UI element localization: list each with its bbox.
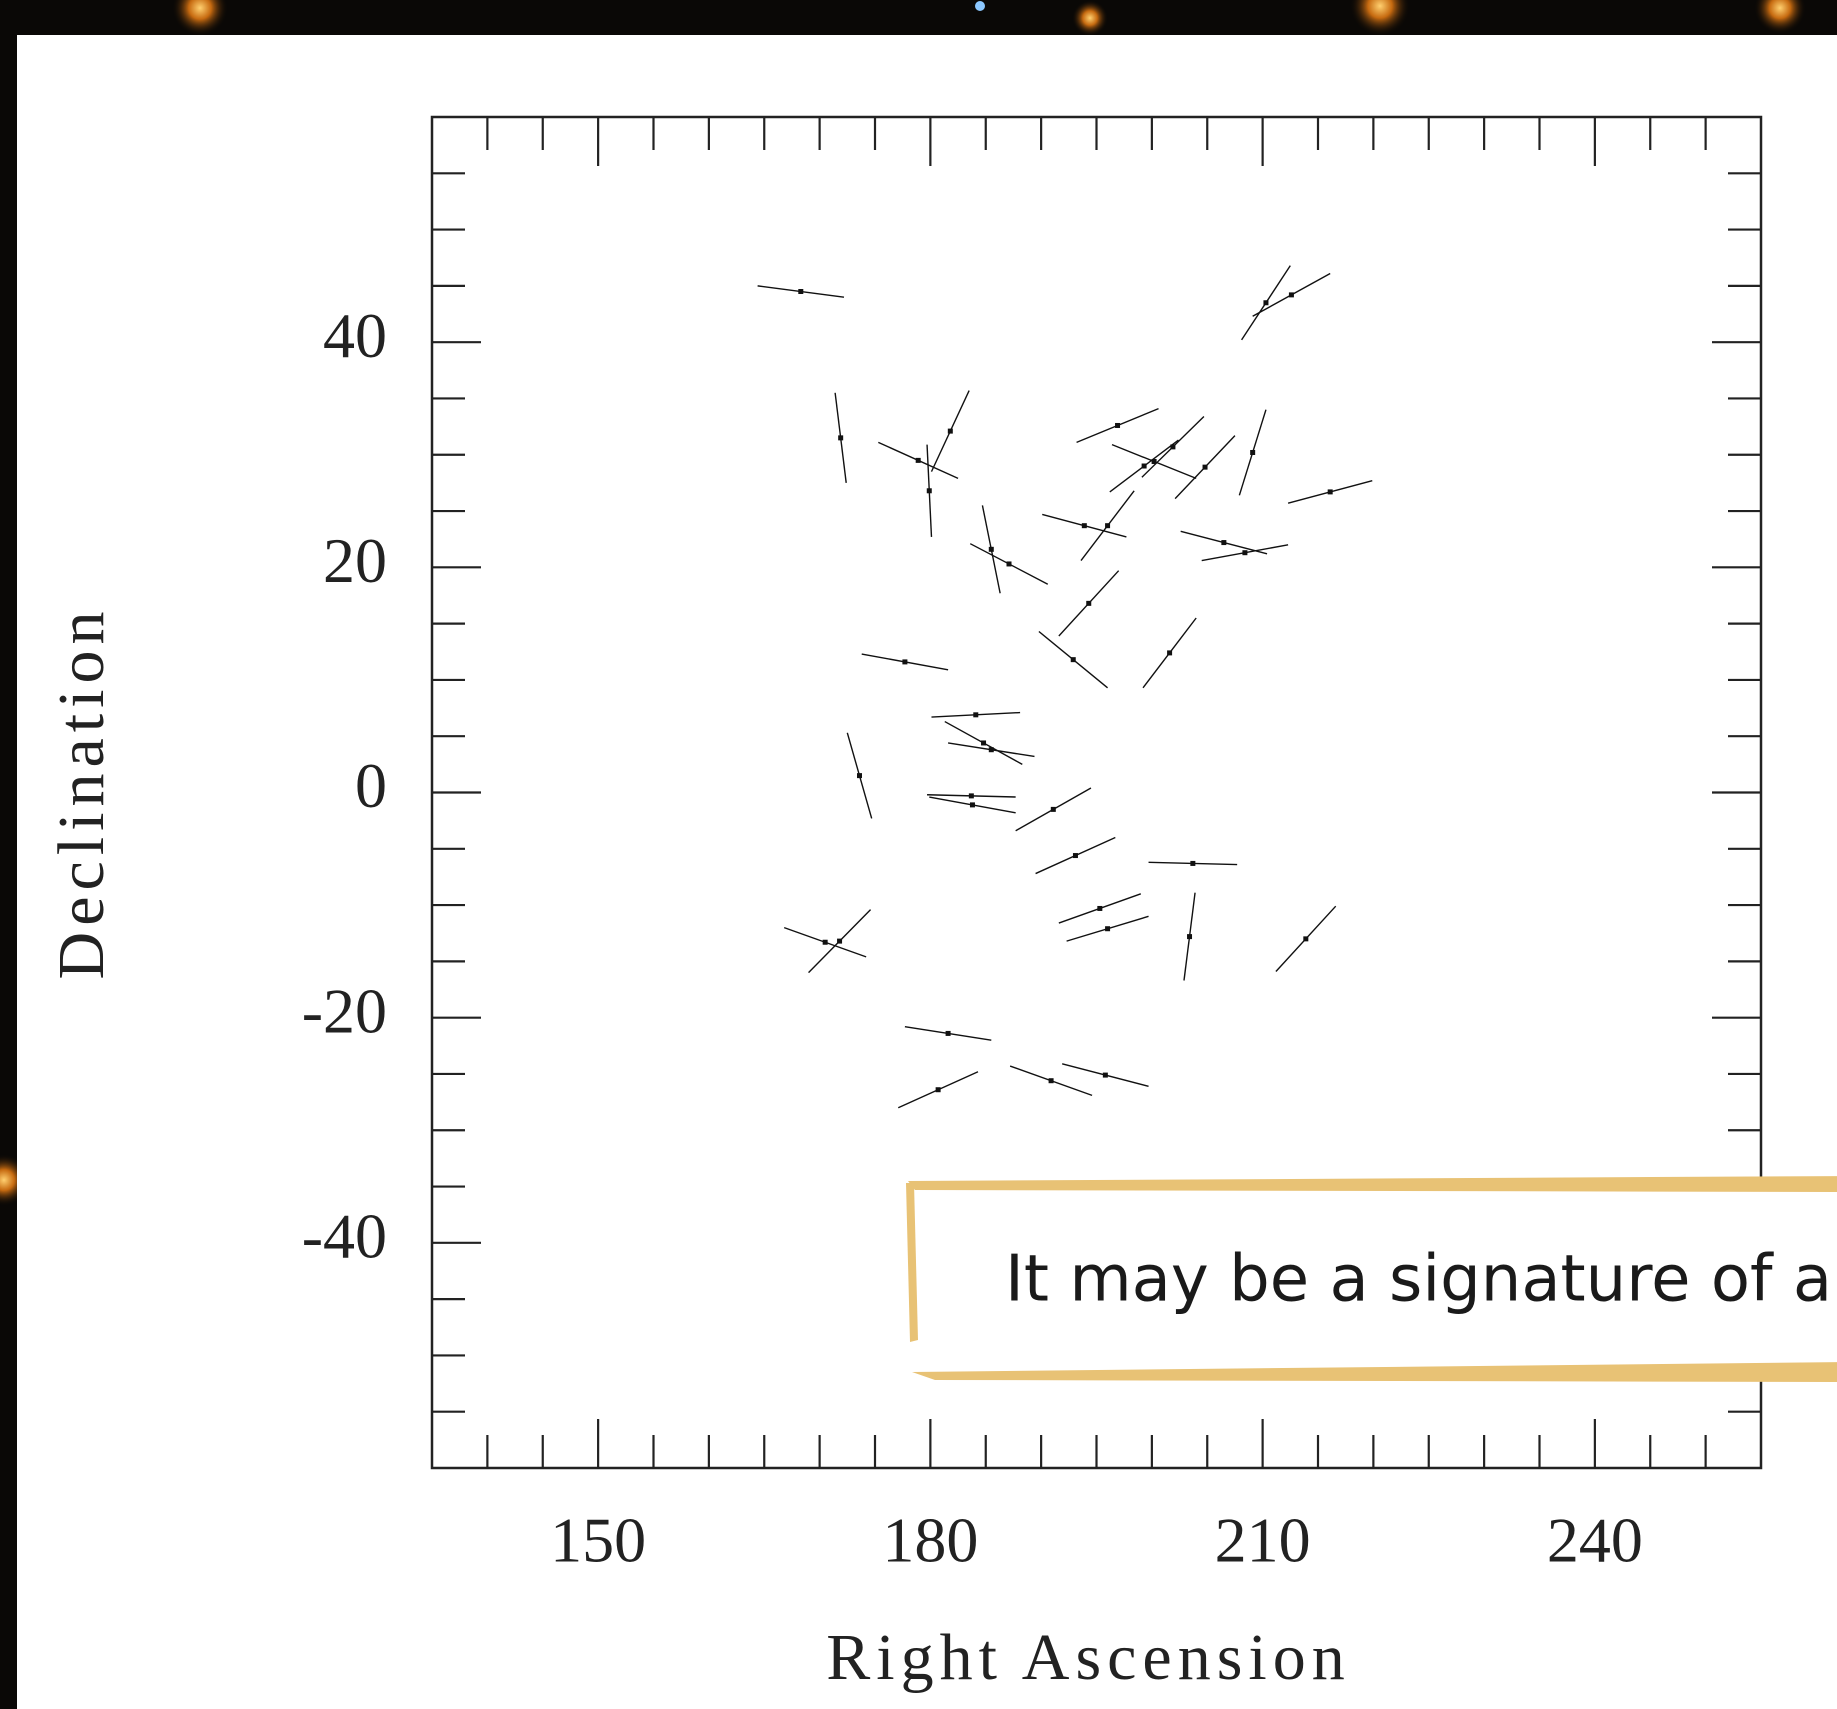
source-point: [838, 435, 844, 441]
source-point: [947, 428, 953, 434]
source-point: [1050, 806, 1056, 812]
source-point: [1151, 459, 1157, 465]
y-tick-label: 20: [323, 525, 387, 596]
star: [975, 1, 985, 11]
star: [1350, 0, 1410, 36]
source-point: [1141, 463, 1147, 469]
callout-stroke-left: [906, 1183, 918, 1342]
starfield: [0, 0, 1806, 1206]
source-point: [1102, 1072, 1108, 1078]
callout-stroke-top: [908, 1176, 1837, 1192]
y-tick-label: 0: [355, 750, 387, 821]
source-point: [1006, 561, 1012, 567]
source-point: [1303, 936, 1309, 942]
source-point: [1048, 1078, 1054, 1084]
x-tick-label: 180: [882, 1505, 978, 1576]
source-point: [1263, 300, 1269, 306]
source-point: [1327, 489, 1333, 495]
source-point: [981, 740, 987, 746]
plot-area: 150 180 210 240 -40 -20 0 20 40: [302, 117, 1761, 1576]
callout-box: [908, 1181, 1837, 1373]
x-tick-label: 240: [1547, 1505, 1643, 1576]
source-point: [1202, 464, 1208, 470]
source-point: [988, 546, 994, 552]
star: [1072, 0, 1108, 36]
source-point: [902, 659, 908, 665]
source-point: [1072, 853, 1078, 859]
source-point: [837, 938, 843, 944]
callout-text: It may be a signature of a: [1005, 1243, 1832, 1317]
source-point: [798, 289, 804, 295]
source-point: [945, 1030, 951, 1036]
x-tick-label: 150: [550, 1505, 646, 1576]
callout-stroke-bottom: [912, 1362, 1837, 1382]
source-point: [1086, 600, 1092, 606]
source-point: [822, 939, 828, 945]
source-point: [973, 712, 979, 718]
source-point: [935, 1087, 941, 1093]
y-axis-title: Declination: [45, 606, 118, 980]
y-tick-label: -40: [302, 1201, 387, 1272]
source-point: [1167, 650, 1173, 656]
source-point: [968, 793, 974, 799]
source-point: [1170, 444, 1176, 450]
callout: It may be a signature of a: [906, 1176, 1837, 1382]
star: [172, 0, 228, 36]
source-point: [1250, 449, 1256, 455]
star: [1754, 0, 1806, 34]
source-point: [1105, 926, 1111, 932]
source-point: [1242, 550, 1248, 556]
x-tick-label: 210: [1215, 1505, 1311, 1576]
source-point: [1187, 934, 1193, 940]
y-tick-label: 40: [323, 300, 387, 371]
source-point: [1190, 860, 1196, 866]
source-point: [926, 488, 932, 494]
source-point: [1221, 540, 1227, 546]
source-point: [1105, 523, 1111, 529]
source-point: [1081, 523, 1087, 529]
source-point: [1115, 422, 1121, 428]
source-point: [1288, 292, 1294, 298]
source-point: [1097, 905, 1103, 911]
y-tick-label: -20: [302, 975, 387, 1046]
source-point: [969, 802, 975, 808]
white-panel: [17, 35, 1837, 1709]
source-point: [988, 747, 994, 753]
source-point: [915, 457, 921, 463]
source-point: [1070, 657, 1076, 663]
source-point: [856, 773, 862, 779]
x-axis-title: Right Ascension: [826, 1621, 1351, 1694]
